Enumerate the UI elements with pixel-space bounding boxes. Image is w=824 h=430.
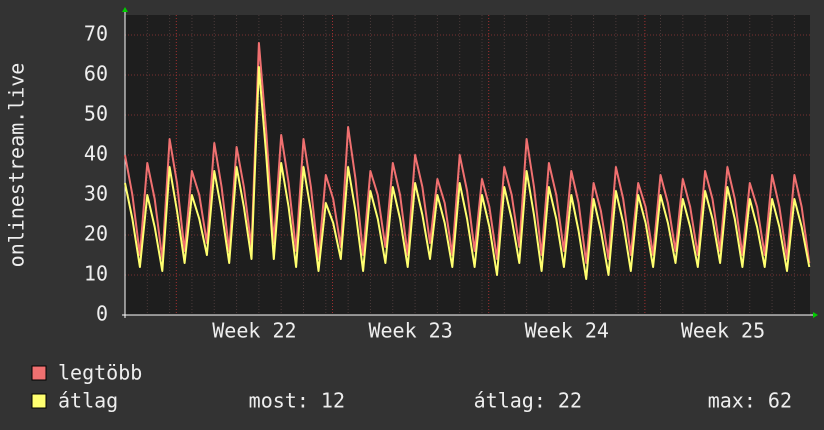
legend-swatch [31,365,47,381]
axis-arrow [813,312,818,318]
legend-stat: max: 62 [708,389,792,413]
y-tick-label: 30 [84,182,108,206]
legend-stat: átlag: 22 [474,389,582,413]
axis-arrow [122,7,128,12]
y-tick-label: 20 [84,222,108,246]
x-tick-label: Week 23 [368,319,452,343]
legend-stat: most: 12 [249,389,345,413]
y-tick-label: 0 [96,302,108,326]
y-tick-label: 70 [84,22,108,46]
x-tick-label: Week 22 [212,319,296,343]
data-line [124,66,811,280]
x-tick-label: Week 25 [681,319,765,343]
legend-label: átlag [58,389,118,413]
y-tick-label: 50 [84,102,108,126]
plot-area [125,15,810,315]
y-axis-label: onlinestream.live [5,63,29,268]
y-tick-label: 60 [84,62,108,86]
x-tick-label: Week 24 [525,319,609,343]
legend-swatch [31,393,47,409]
legend-label: legtöbb [58,361,142,385]
y-tick-label: 40 [84,142,108,166]
data-line [124,42,811,264]
y-tick-label: 10 [84,262,108,286]
